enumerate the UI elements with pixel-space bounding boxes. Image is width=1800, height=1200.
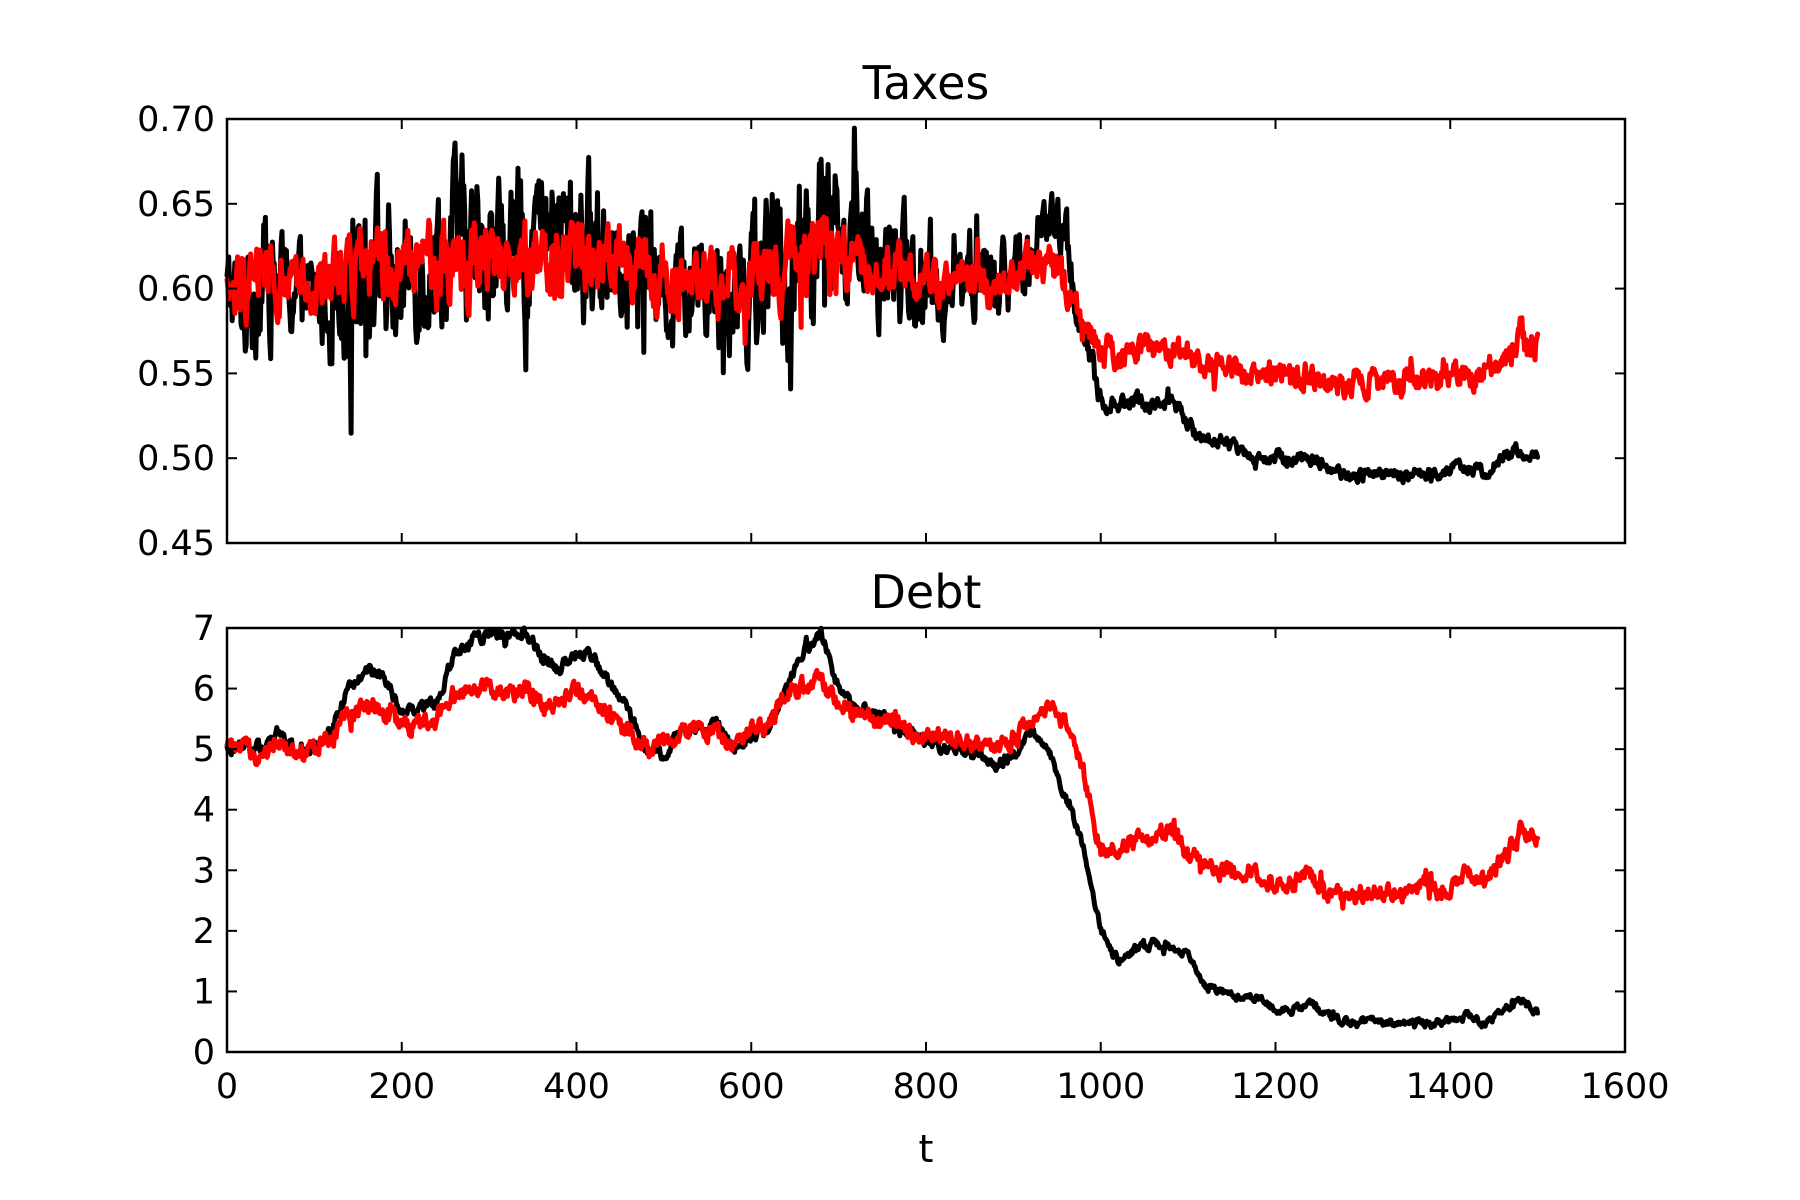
y-tick-label: 0.50 xyxy=(137,439,215,479)
y-tick-label: 1 xyxy=(193,972,215,1012)
panel-taxes: 0.45 0.50 0.55 0.60 0.65 0.70 Taxes xyxy=(137,56,1627,564)
y-tick-label: 0.55 xyxy=(137,354,215,394)
series-line-black xyxy=(224,125,1541,486)
y-tick-label: 7 xyxy=(193,609,215,649)
y-tick-label: 3 xyxy=(193,851,215,891)
x-axis-label: t xyxy=(919,1127,934,1171)
series-line-red xyxy=(224,667,1541,911)
x-tick-label: 0 xyxy=(216,1067,238,1107)
y-tick-label: 0.70 xyxy=(137,100,215,140)
x-tick-label: 1400 xyxy=(1406,1067,1495,1107)
x-tick-label: 800 xyxy=(893,1067,960,1107)
series-line-red xyxy=(224,214,1541,403)
x-tick-label: 1600 xyxy=(1580,1067,1669,1107)
y-tick-label: 5 xyxy=(193,730,215,770)
x-tick-label: 1200 xyxy=(1231,1067,1320,1107)
y-tick-label: 6 xyxy=(193,670,215,710)
y-tick-label: 0.65 xyxy=(137,185,215,225)
x-tick-label: 200 xyxy=(368,1067,435,1107)
series-line-black xyxy=(224,625,1541,1031)
y-tick-label: 0.45 xyxy=(137,524,215,564)
x-tick-label: 400 xyxy=(543,1067,610,1107)
axes-frame xyxy=(225,117,1627,545)
panel-title: Debt xyxy=(871,565,982,619)
x-tick-label: 1000 xyxy=(1056,1067,1145,1107)
y-tick-label: 2 xyxy=(193,912,215,952)
panel-title: Taxes xyxy=(862,56,990,110)
y-tick-label: 0 xyxy=(193,1033,215,1073)
y-tick-label: 4 xyxy=(193,791,215,831)
axes-frame xyxy=(225,626,1627,1054)
panel-debt: 0 200 400 600 800 1000 1200 1400 1600 0 1 2 3 4 5 6 7 Deb… xyxy=(193,565,1670,1171)
x-tick-label: 600 xyxy=(718,1067,785,1107)
y-tick-label: 0.60 xyxy=(137,270,215,310)
